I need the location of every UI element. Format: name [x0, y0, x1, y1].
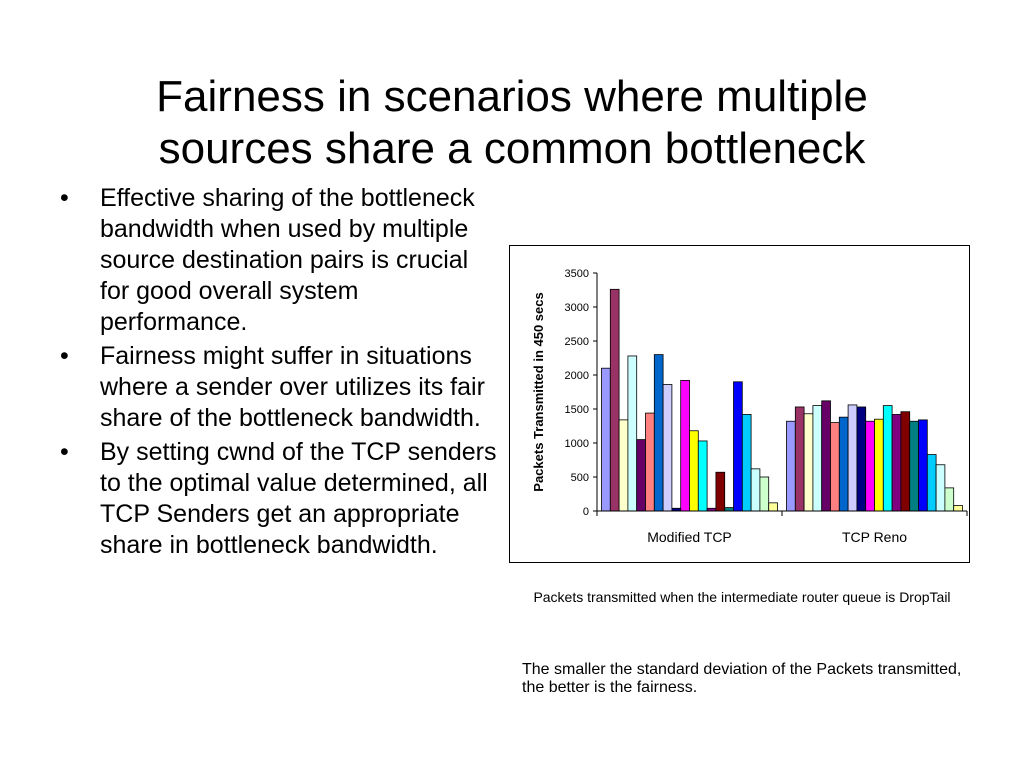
bullet-marker: •: [60, 184, 69, 212]
bar: [662, 384, 673, 512]
bar: [750, 468, 761, 512]
bar: [786, 420, 796, 512]
bullet-text: By setting cwnd of the TCP senders to th…: [100, 438, 497, 559]
bar: [715, 471, 726, 512]
bullet-item: • By setting cwnd of the TCP senders to …: [58, 437, 498, 561]
bar: [803, 413, 814, 512]
bar: [838, 416, 849, 512]
bullet-item: • Effective sharing of the bottleneck ba…: [58, 183, 498, 338]
bar: [689, 430, 699, 512]
title-line-2: sources share a common bottleneck: [158, 124, 866, 174]
bar: [636, 439, 646, 512]
bar: [733, 381, 743, 512]
bar: [812, 405, 823, 512]
bullet-text: Fairness might suffer in situations wher…: [100, 342, 485, 432]
bar: [759, 476, 770, 512]
x-category-label: Modified TCP: [647, 529, 732, 545]
bar: [601, 367, 611, 512]
bar: [821, 400, 831, 512]
bar: [680, 380, 690, 512]
bar: [768, 502, 778, 512]
x-category-label: TCP Reno: [842, 529, 907, 545]
y-tick-label: 1500: [565, 404, 589, 416]
title-line-1: Fairness in scenarios where multiple: [156, 72, 868, 122]
bullet-list: • Effective sharing of the bottleneck ba…: [58, 183, 498, 564]
bar: [856, 406, 867, 512]
bar: [741, 414, 752, 512]
y-tick-label: 2000: [565, 370, 589, 382]
bullet-text: Effective sharing of the bottleneck band…: [100, 184, 475, 336]
bar: [653, 354, 664, 512]
bar: [900, 411, 911, 512]
bullet-item: • Fairness might suffer in situations wh…: [58, 341, 498, 434]
y-tick-label: 3000: [565, 302, 589, 314]
chart-caption: Packets transmitted when the intermediat…: [533, 589, 951, 605]
bar: [882, 405, 893, 512]
y-tick-label: 500: [571, 472, 589, 484]
bar: [891, 414, 902, 512]
y-tick-label: 3500: [565, 268, 589, 280]
y-tick-label: 0: [583, 506, 589, 518]
bar: [697, 440, 708, 512]
bar: [918, 419, 928, 512]
bar: [909, 420, 919, 512]
bar: [724, 507, 734, 512]
bar: [609, 288, 620, 512]
bullet-marker: •: [60, 438, 69, 466]
y-tick-label: 2500: [565, 336, 589, 348]
chart-frame: Packets Transmitted in 450 secs 0 500 1000 1…: [509, 245, 970, 563]
bar: [935, 464, 946, 512]
bar-chart: Packets Transmitted in 450 secs 0 500 1000 1…: [531, 268, 968, 545]
y-axis-label: Packets Transmitted in 450 secs: [531, 292, 546, 491]
bar: [874, 418, 884, 512]
bar: [618, 419, 629, 512]
bullet-marker: •: [60, 342, 69, 370]
bar: [645, 412, 655, 512]
slide-title: Fairness in scenarios where multiple sou…: [60, 71, 964, 175]
bar: [953, 505, 963, 512]
bar: [794, 406, 805, 512]
bar: [944, 487, 955, 512]
bar: [926, 454, 937, 512]
bar: [865, 420, 875, 512]
bar: [627, 355, 638, 512]
bar: [830, 422, 840, 512]
fairness-note: The smaller the standard deviation of th…: [522, 661, 962, 696]
bar: [847, 404, 858, 512]
y-tick-label: 1000: [565, 438, 589, 450]
